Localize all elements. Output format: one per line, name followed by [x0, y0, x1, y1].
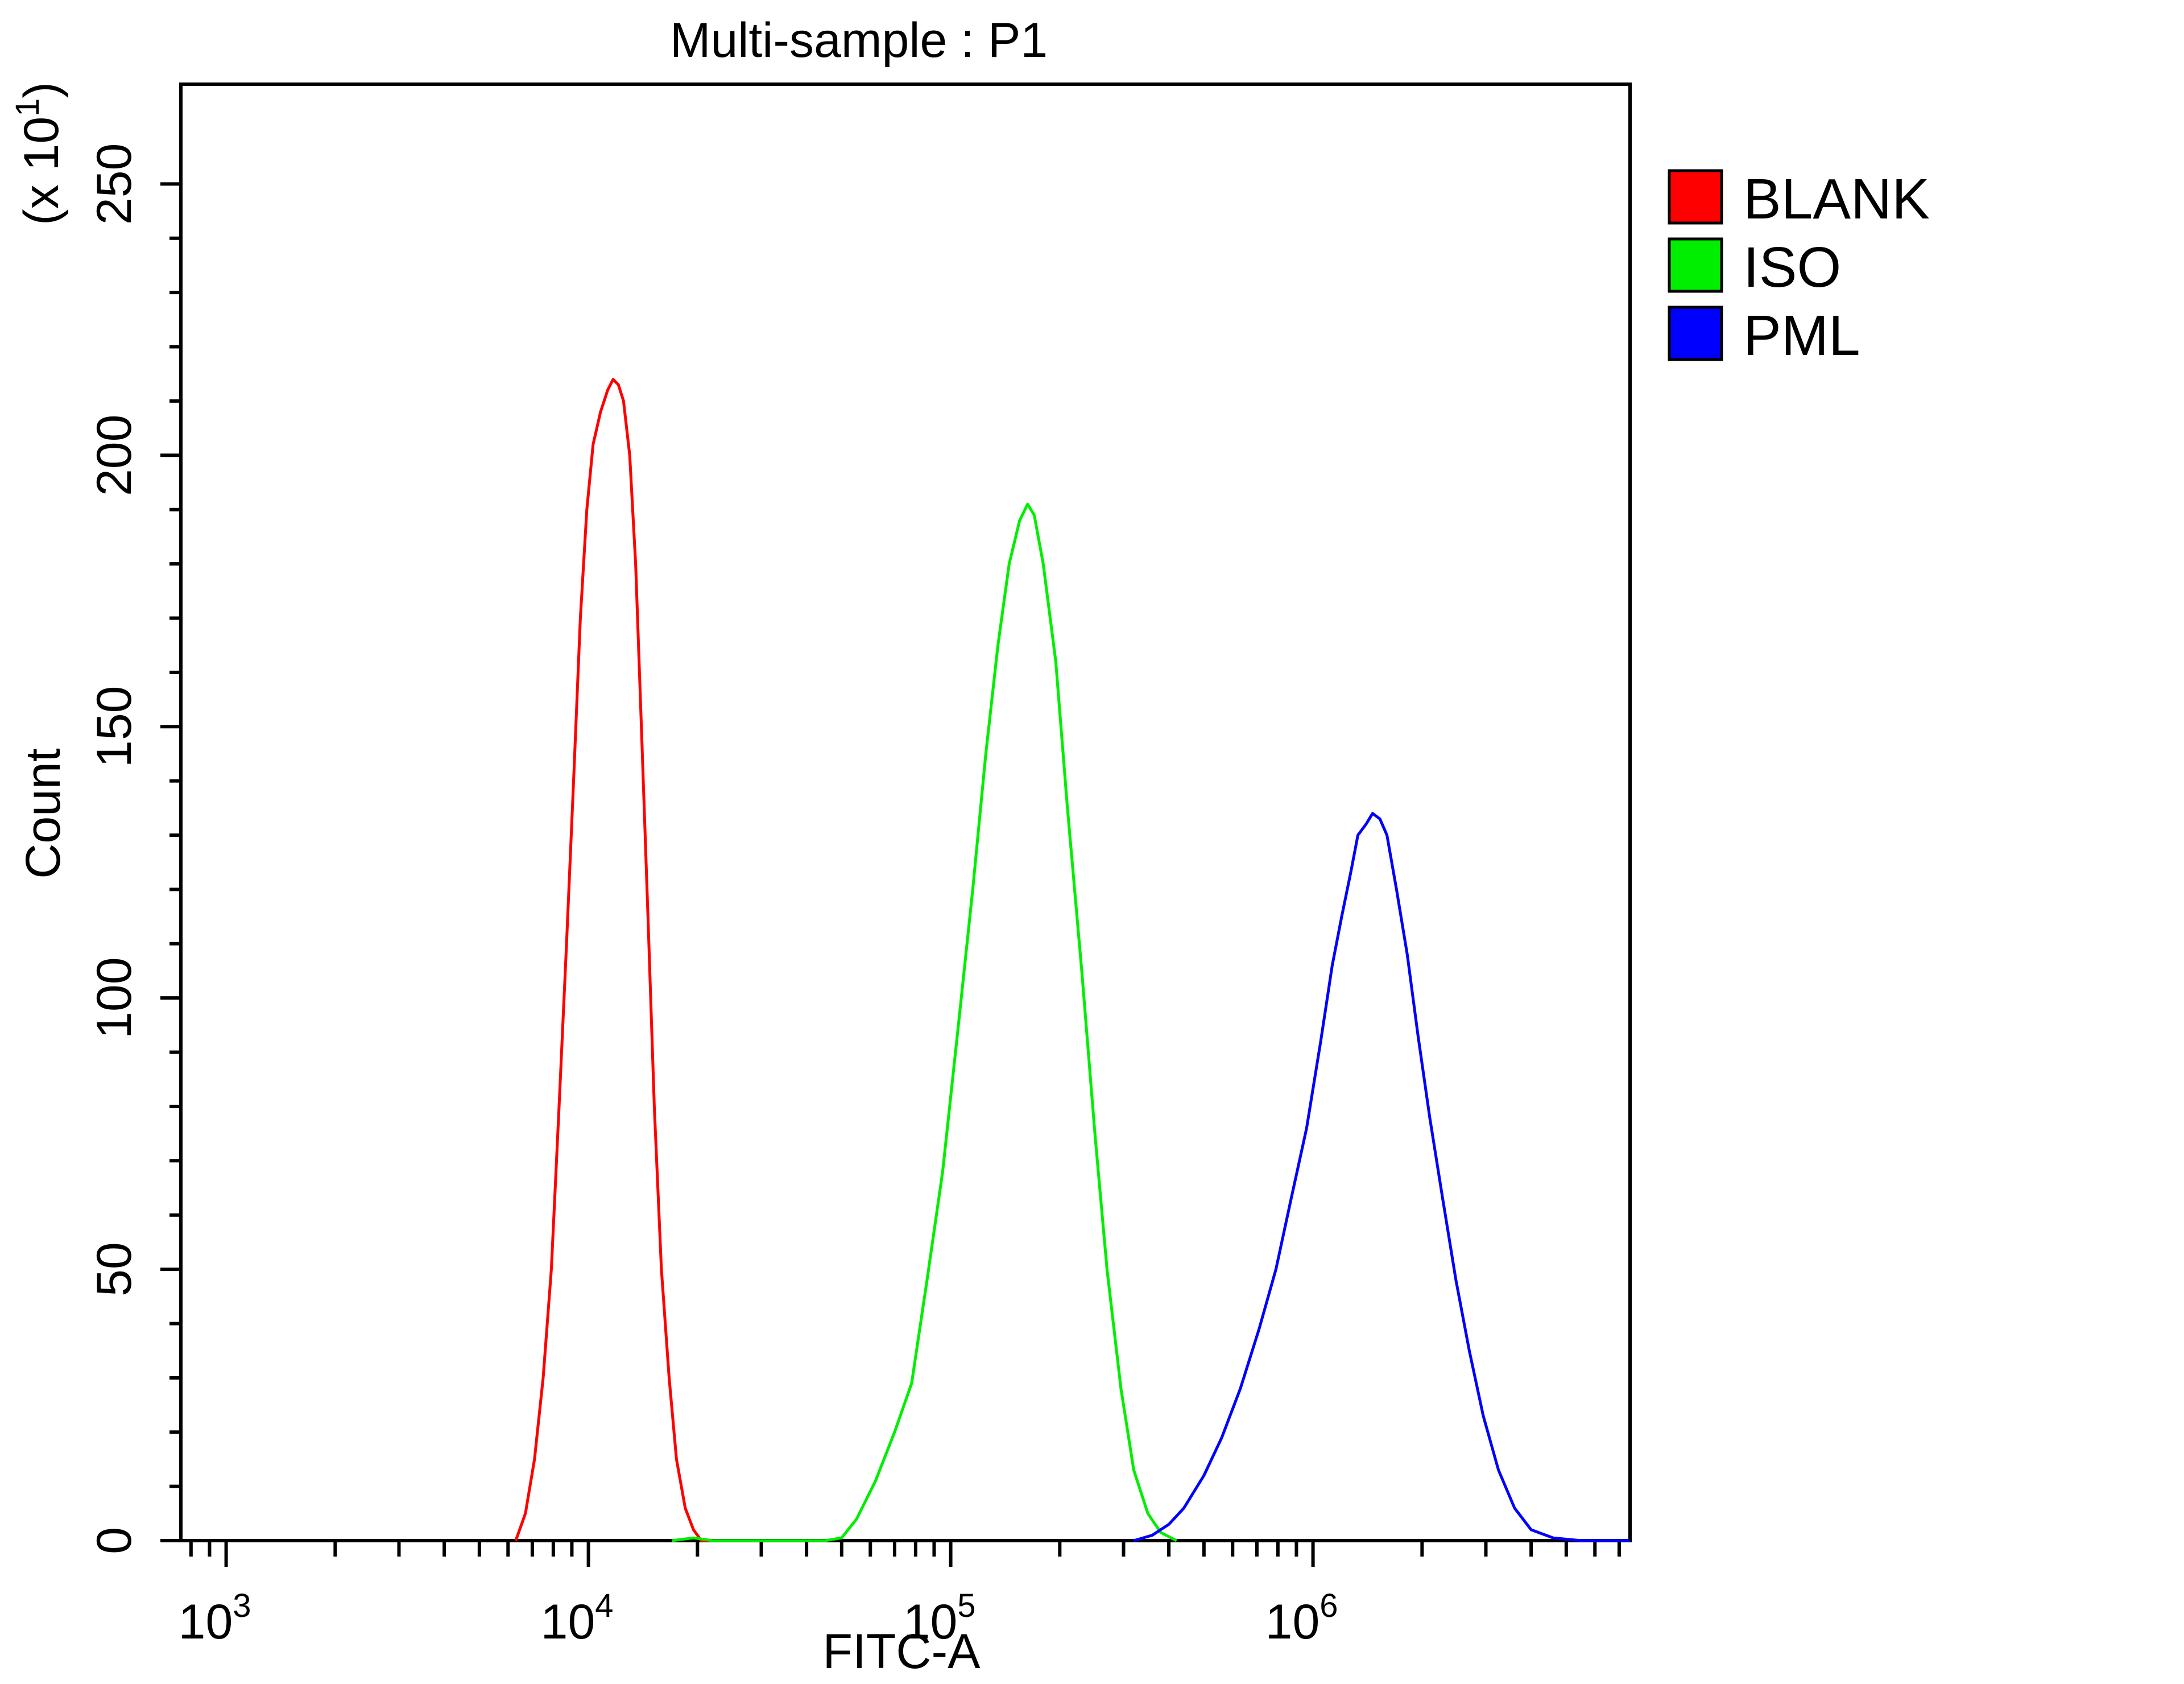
y-multiplier-exponent: 1 [9, 98, 46, 117]
x-axis: 103 104 105 106 [179, 1541, 1621, 1649]
x-tick-label: 105 [903, 1587, 976, 1649]
x-tick-label: 104 [541, 1587, 614, 1649]
legend-swatch-pml [1668, 306, 1723, 361]
series-line-iso [672, 502, 1177, 1542]
legend-label-blank: BLANK [1743, 167, 1930, 231]
y-tick-label: 150 [87, 686, 142, 767]
y-tick-label: 250 [87, 143, 142, 225]
x-tick-label: 103 [179, 1587, 251, 1649]
y-tick-label: 100 [87, 957, 142, 1039]
legend-label-iso: ISO [1743, 236, 1841, 299]
y-axis: 0 50 100 150 200 250 [87, 143, 181, 1554]
series-line-blank [514, 378, 739, 1542]
y-tick-label: 0 [87, 1527, 142, 1554]
y-axis-label: Count [16, 748, 71, 879]
plot-frame [179, 82, 1632, 1542]
y-tick-label: 50 [87, 1242, 142, 1297]
legend-swatch-iso [1668, 237, 1723, 293]
chart-title: Multi-sample : P1 [670, 13, 1048, 68]
x-tick-label: 106 [1265, 1587, 1338, 1649]
y-multiplier-close: ) [14, 82, 69, 98]
y-tick-label: 200 [87, 415, 142, 497]
legend-label-pml: PML [1743, 304, 1860, 368]
x-axis-label: FITC-A [822, 1624, 981, 1679]
y-multiplier-prefix: (x 10 [14, 117, 69, 225]
series-line-pml [1133, 812, 1630, 1542]
y-multiplier-label: (x 101) [9, 82, 69, 225]
series-curves [514, 378, 1630, 1542]
legend-swatch-blank [1668, 169, 1723, 225]
